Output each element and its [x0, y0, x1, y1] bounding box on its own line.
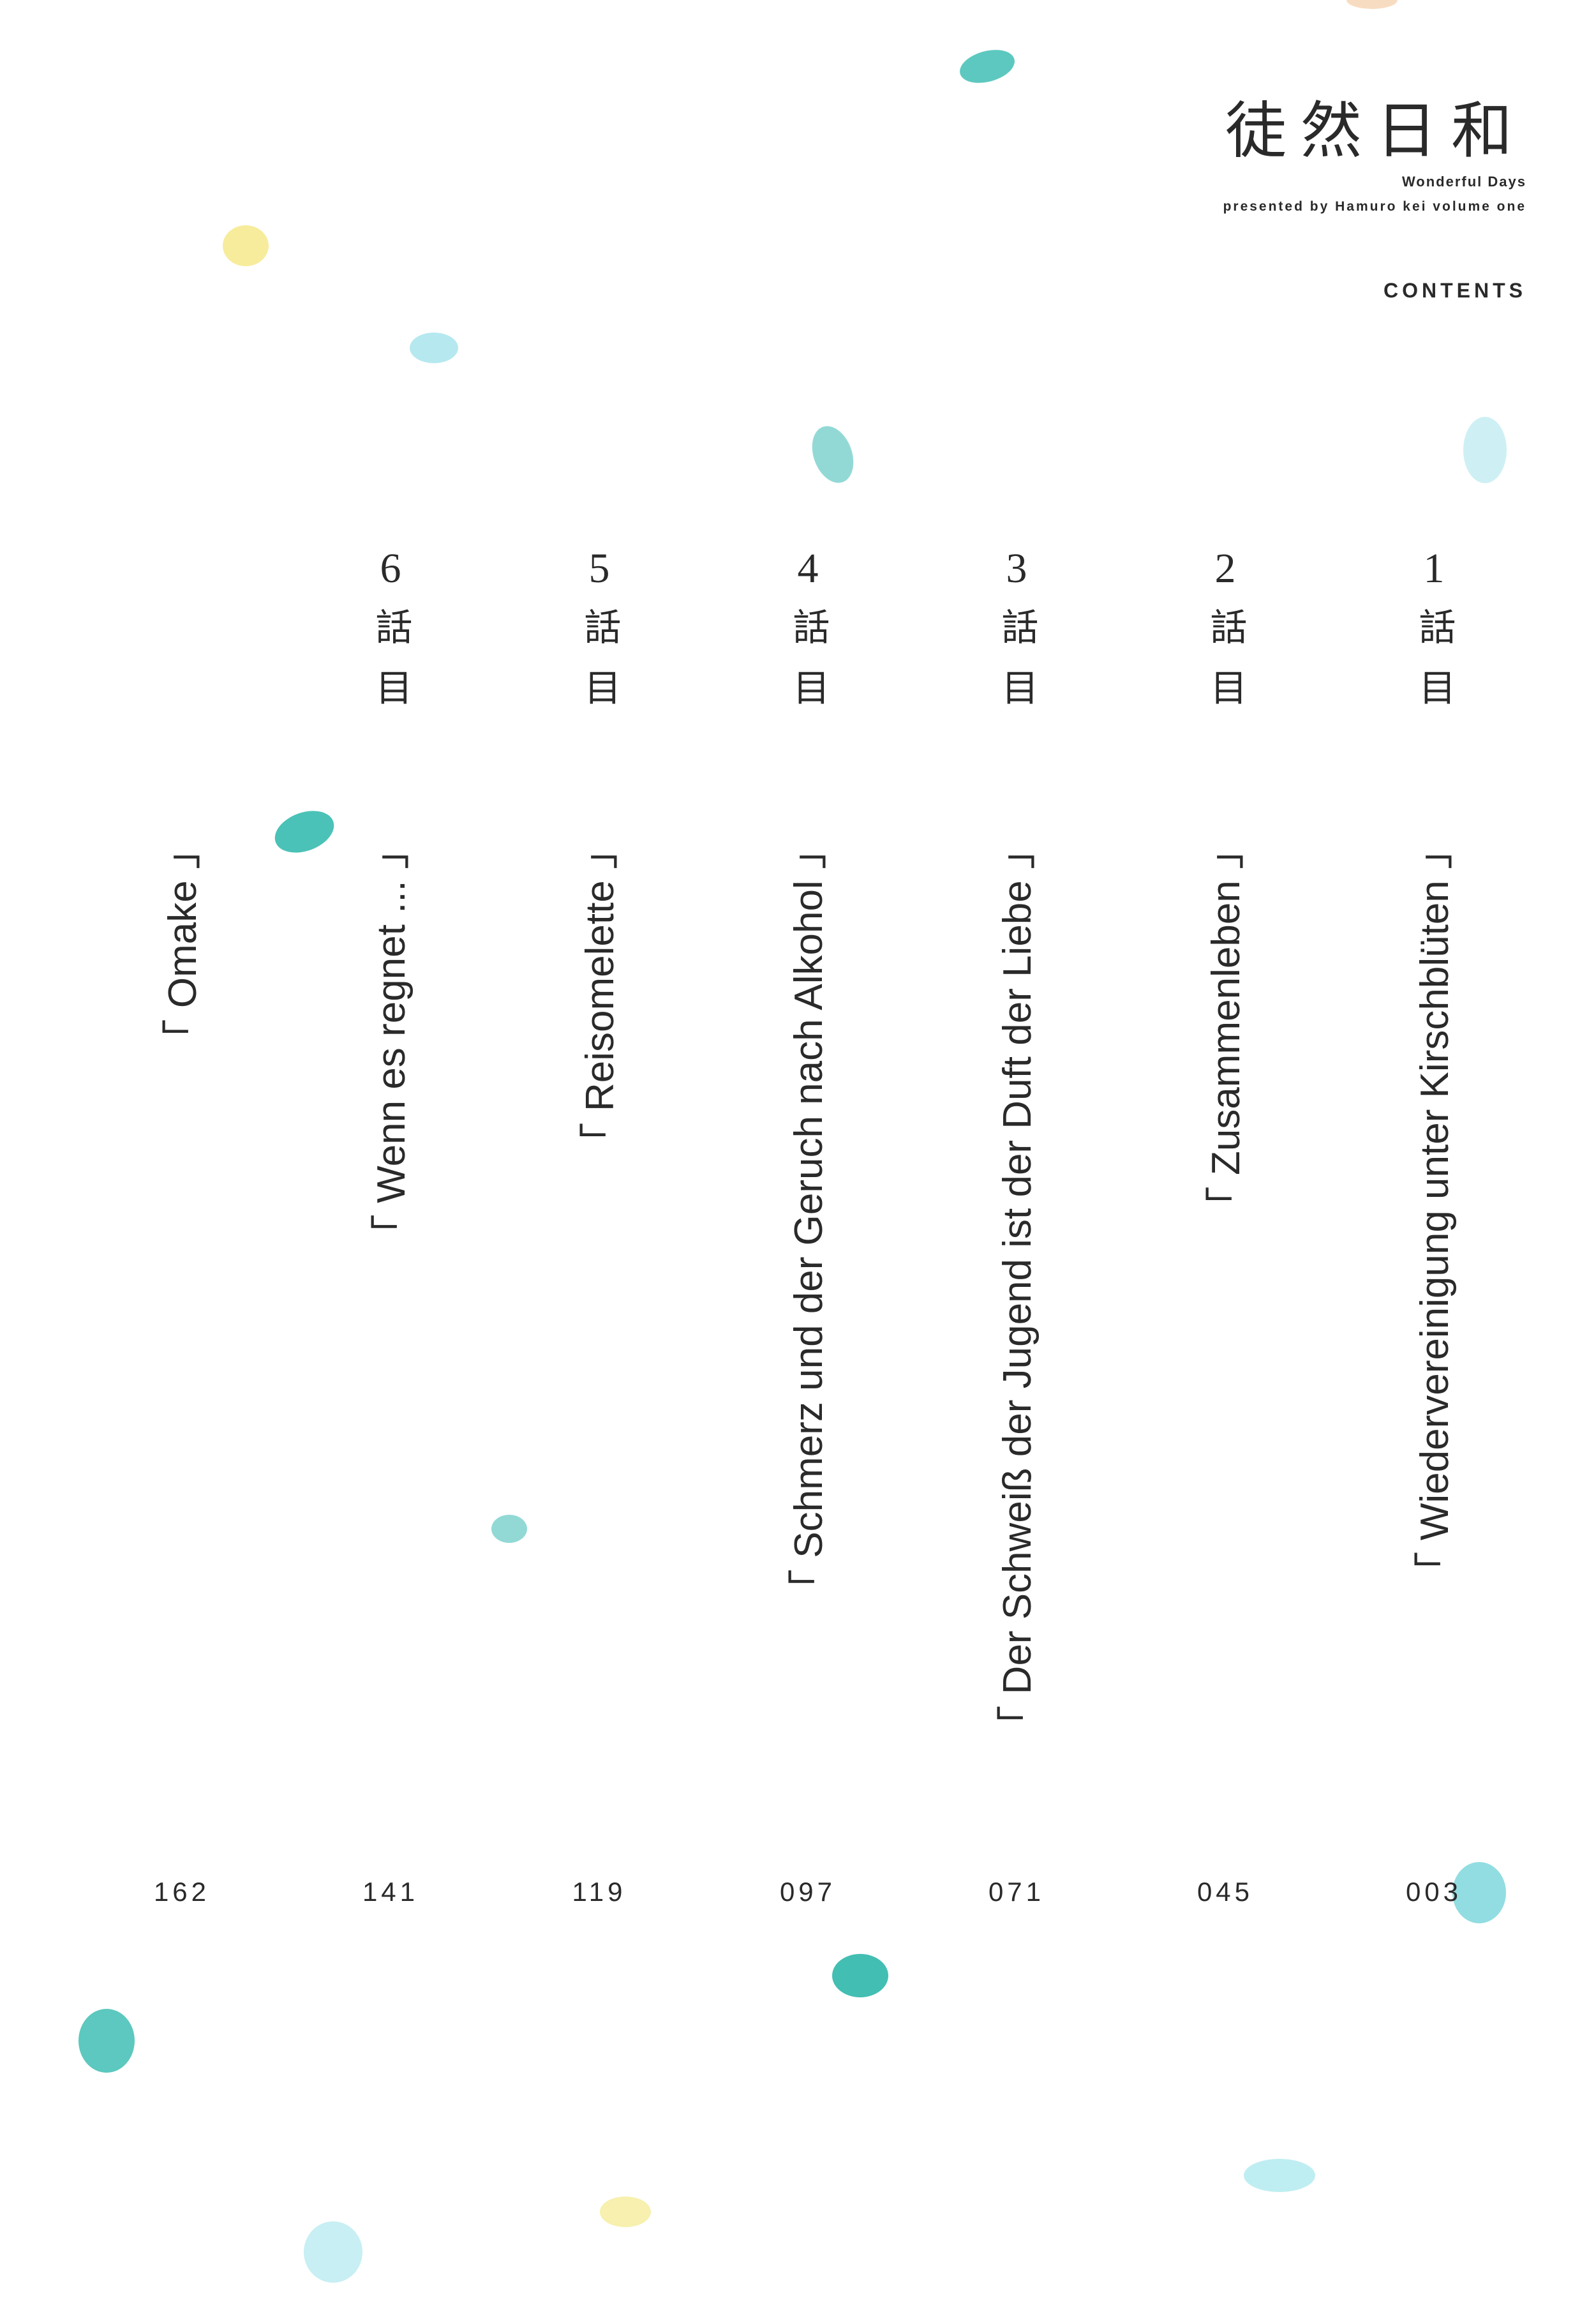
chapter-counter: 話目	[787, 608, 829, 729]
petal	[78, 2009, 135, 2073]
chapter-title: 「 Zusammenleben 」	[1204, 830, 1248, 1226]
petal	[410, 333, 458, 363]
chapter-counter: 話目	[1205, 608, 1246, 729]
petal	[304, 2221, 362, 2283]
chapter-title: 「 Schmerz und der Geruch nach Alkohol 」	[787, 830, 831, 1609]
chapter-counter: 話目	[1413, 608, 1455, 729]
chapter-number: 2	[1215, 545, 1236, 592]
petal	[812, 426, 854, 483]
page-number: 071	[988, 1877, 1045, 1907]
chapter-title: 「 Omake 」	[161, 830, 205, 1058]
page-number: 097	[780, 1877, 836, 1907]
byline: presented by Hamuro kei volume one	[1223, 199, 1526, 214]
book-subtitle: Wonderful Days	[1402, 174, 1526, 190]
page-number: 045	[1197, 1877, 1253, 1907]
chapter-number: 6	[380, 545, 401, 592]
chapter-counter: 話目	[579, 608, 620, 729]
petal	[1463, 417, 1507, 483]
chapter-title: 「 Der Schweiß der Jugend ist der Duft de…	[996, 830, 1040, 1745]
petal	[1346, 0, 1398, 9]
petal	[1452, 1862, 1506, 1923]
chapter-number: 3	[1006, 545, 1027, 592]
page-number: 162	[154, 1877, 210, 1907]
chapter-list: 1 話目「 Wiedervereinigung unter Kirschblüte…	[154, 545, 1462, 1907]
section-heading: CONTENTS	[1383, 279, 1526, 302]
chapter-counter: 話目	[370, 608, 412, 729]
petal	[960, 50, 1015, 83]
book-title: 徒然日和	[1225, 97, 1526, 165]
petal	[600, 2197, 651, 2227]
page-number: 003	[1406, 1877, 1462, 1907]
chapter-title: 「 Reisomelette 」	[578, 830, 622, 1162]
petal	[223, 225, 269, 266]
page-number: 141	[362, 1877, 419, 1907]
petal	[1244, 2159, 1315, 2192]
petal	[491, 1515, 527, 1543]
chapter-number: 5	[589, 545, 610, 592]
petal	[274, 811, 334, 853]
page-number: 119	[572, 1877, 627, 1907]
chapter-title: 「 Wiedervereinigung unter Kirschblüten 」	[1413, 830, 1457, 1591]
chapter-title: 「 Wenn es regnet ... 」	[369, 830, 414, 1254]
chapter-counter: 話目	[996, 608, 1038, 729]
petal	[832, 1954, 888, 1997]
chapter-number: 1	[1424, 545, 1445, 592]
chapter-number: 4	[798, 545, 819, 592]
petals	[78, 0, 1507, 2283]
